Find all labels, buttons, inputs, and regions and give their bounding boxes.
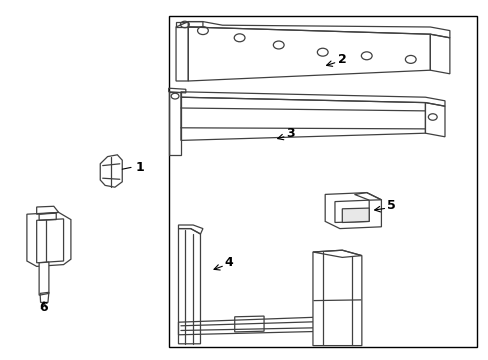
Polygon shape — [100, 155, 122, 187]
Polygon shape — [27, 212, 71, 266]
Text: 4: 4 — [224, 256, 233, 269]
Polygon shape — [312, 250, 361, 346]
Polygon shape — [168, 16, 476, 347]
Polygon shape — [342, 208, 368, 222]
Text: 1: 1 — [136, 161, 144, 174]
Text: 6: 6 — [40, 301, 48, 314]
Text: 2: 2 — [337, 53, 346, 66]
Polygon shape — [178, 229, 200, 344]
Text: 3: 3 — [286, 127, 295, 140]
Text: 5: 5 — [386, 199, 395, 212]
Polygon shape — [39, 262, 49, 295]
Polygon shape — [325, 193, 381, 229]
